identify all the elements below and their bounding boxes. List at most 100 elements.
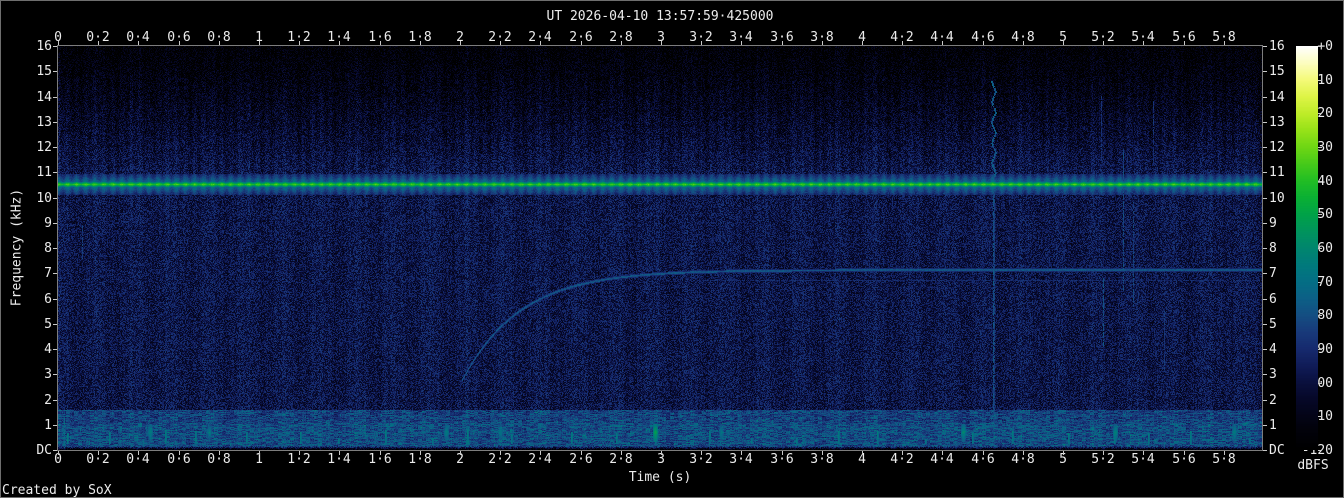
x-tick-label-top: 2·4 (528, 30, 552, 45)
x-tick-mark-top (621, 41, 622, 45)
y-tick-label-left: 9 (44, 216, 52, 231)
x-tick-label-bottom: 1·4 (327, 452, 351, 467)
y-tick-label-right: 15 (1269, 64, 1285, 79)
x-tick-mark-bottom (983, 451, 984, 455)
x-tick-mark-top (942, 41, 943, 45)
x-tick-mark-top (1063, 41, 1064, 45)
x-tick-mark-bottom (259, 451, 260, 455)
colorbar (1296, 46, 1318, 450)
y-tick-mark-right (1263, 450, 1267, 451)
y-tick-mark-right (1263, 248, 1267, 249)
y-tick-mark-left (53, 223, 57, 224)
x-tick-label-top: 4 (858, 30, 866, 45)
y-tick-label-left: 7 (44, 266, 52, 281)
x-tick-label-top: 5·2 (1091, 30, 1115, 45)
y-tick-mark-left (53, 400, 57, 401)
y-tick-label-left: 2 (44, 393, 52, 408)
db-tick-mark (1318, 282, 1322, 283)
y-tick-mark-right (1263, 324, 1267, 325)
x-axis-title: Time (s) (628, 470, 692, 485)
y-tick-mark-left (53, 122, 57, 123)
y-tick-mark-right (1263, 147, 1267, 148)
x-tick-mark-bottom (661, 451, 662, 455)
x-tick-label-top: 1·4 (327, 30, 351, 45)
x-tick-label-top: 1 (255, 30, 263, 45)
x-tick-mark-bottom (380, 451, 381, 455)
x-tick-label-top: 0·4 (126, 30, 150, 45)
y-tick-label-left: 13 (36, 115, 52, 130)
y-tick-mark-left (53, 71, 57, 72)
x-tick-label-top: 0 (54, 30, 62, 45)
x-tick-label-bottom: 3·6 (770, 452, 794, 467)
x-tick-label-bottom: 4·8 (1011, 452, 1035, 467)
y-tick-label-right: 12 (1269, 140, 1285, 155)
x-tick-label-bottom: 3·8 (810, 452, 834, 467)
y-tick-label-left: 11 (36, 165, 52, 180)
x-tick-label-bottom: 0·8 (207, 452, 231, 467)
db-tick-mark (1318, 147, 1322, 148)
y-tick-mark-left (53, 374, 57, 375)
x-tick-mark-top (1023, 41, 1024, 45)
db-tick-mark (1318, 80, 1322, 81)
x-tick-label-top: 4·8 (1011, 30, 1035, 45)
x-tick-mark-bottom (138, 451, 139, 455)
x-tick-label-top: 5 (1059, 30, 1067, 45)
y-tick-mark-left (53, 97, 57, 98)
y-tick-mark-right (1263, 349, 1267, 350)
x-tick-label-top: 0·2 (86, 30, 110, 45)
x-tick-mark-bottom (1143, 451, 1144, 455)
y-tick-label-left: 6 (44, 292, 52, 307)
x-tick-label-bottom: 0·2 (86, 452, 110, 467)
spectrogram-plot-area (57, 45, 1263, 451)
x-tick-mark-bottom (420, 451, 421, 455)
y-tick-mark-left (53, 349, 57, 350)
chart-title: UT 2026-04-10 13:57:59·425000 (546, 9, 774, 24)
x-tick-mark-bottom (58, 451, 59, 455)
y-tick-mark-left (53, 273, 57, 274)
y-tick-mark-right (1263, 273, 1267, 274)
x-tick-label-bottom: 0·6 (167, 452, 191, 467)
y-tick-mark-right (1263, 374, 1267, 375)
y-tick-mark-right (1263, 97, 1267, 98)
sox-credit: Created by SoX (2, 483, 112, 498)
x-tick-mark-bottom (1063, 451, 1064, 455)
y-tick-label-left: 1 (44, 418, 52, 433)
db-tick-mark (1318, 181, 1322, 182)
x-tick-mark-bottom (1023, 451, 1024, 455)
y-tick-label-left: 15 (36, 64, 52, 79)
x-tick-label-bottom: 1·2 (287, 452, 311, 467)
x-tick-mark-top (219, 41, 220, 45)
db-tick-mark (1318, 214, 1322, 215)
y-tick-mark-left (53, 147, 57, 148)
y-tick-mark-right (1263, 198, 1267, 199)
x-tick-label-bottom: 5·8 (1212, 452, 1236, 467)
x-tick-label-top: 3 (657, 30, 665, 45)
x-tick-label-top: 5·8 (1212, 30, 1236, 45)
db-tick-mark (1318, 315, 1322, 316)
x-tick-mark-top (540, 41, 541, 45)
y-tick-label-right: 16 (1269, 39, 1285, 54)
y-tick-mark-left (53, 198, 57, 199)
x-tick-label-bottom: 4·4 (930, 452, 954, 467)
x-tick-label-bottom: 4 (858, 452, 866, 467)
db-tick-mark (1318, 46, 1322, 47)
y-tick-mark-right (1263, 223, 1267, 224)
x-tick-label-top: 4·6 (971, 30, 995, 45)
x-tick-label-bottom: 2·4 (528, 452, 552, 467)
y-tick-mark-left (53, 324, 57, 325)
y-tick-mark-left (53, 425, 57, 426)
x-tick-label-bottom: 0·4 (126, 452, 150, 467)
x-tick-mark-top (1224, 41, 1225, 45)
db-tick-mark (1318, 113, 1322, 114)
y-tick-label-right: 5 (1269, 317, 1277, 332)
x-tick-label-top: 2 (456, 30, 464, 45)
y-tick-label-right: 11 (1269, 165, 1285, 180)
y-tick-label-left: 10 (36, 191, 52, 206)
y-tick-label-right: DC (1269, 443, 1285, 458)
y-tick-mark-left (53, 46, 57, 47)
y-tick-label-left: 14 (36, 90, 52, 105)
y-tick-mark-left (53, 450, 57, 451)
x-tick-mark-top (500, 41, 501, 45)
y-tick-label-right: 6 (1269, 292, 1277, 307)
x-tick-label-bottom: 3·4 (729, 452, 753, 467)
